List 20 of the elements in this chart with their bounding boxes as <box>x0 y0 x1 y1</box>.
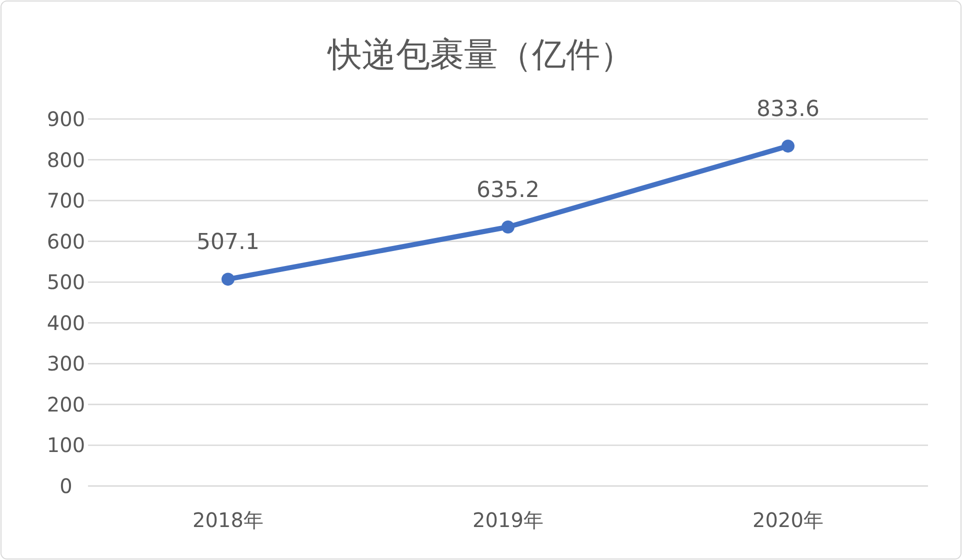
y-tick-label: 100 <box>46 433 86 458</box>
y-tick-label: 800 <box>46 148 86 172</box>
data-label: 507.1 <box>196 230 260 256</box>
point <box>502 220 514 234</box>
point <box>222 272 234 286</box>
y-tick-label: 0 <box>60 474 72 498</box>
y-tick-label: 500 <box>46 270 86 294</box>
y-tick-label: 300 <box>46 352 86 376</box>
x-tick-label: 2018年 <box>192 508 264 532</box>
chart-title: 快递包裹量（亿件） <box>327 35 634 75</box>
point <box>782 140 794 153</box>
data-label: 635.2 <box>476 178 540 203</box>
x-tick-label: 2019年 <box>472 508 544 532</box>
x-tick-label: 2020年 <box>752 508 824 532</box>
y-tick-label: 900 <box>46 107 86 131</box>
y-tick-label: 200 <box>46 392 86 416</box>
y-tick-label: 600 <box>46 229 86 254</box>
y-tick-label: 700 <box>46 188 86 213</box>
y-tick-label: 400 <box>46 310 86 335</box>
data-label: 833.6 <box>756 97 820 122</box>
